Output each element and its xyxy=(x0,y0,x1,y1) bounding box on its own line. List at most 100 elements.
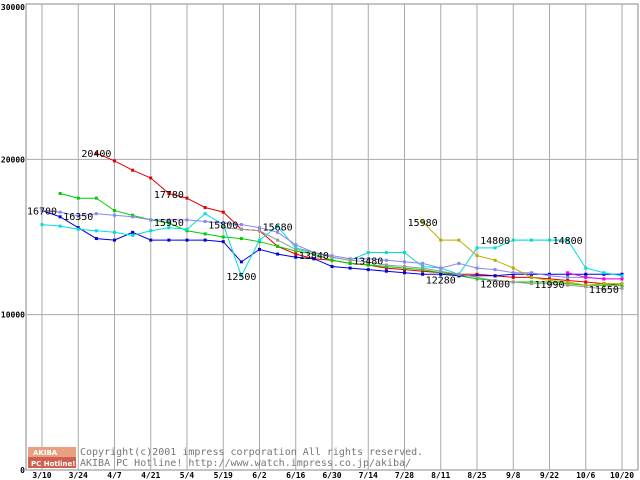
data-point xyxy=(475,266,479,270)
data-point xyxy=(40,223,44,227)
data-point xyxy=(475,277,479,281)
data-label: 16700 xyxy=(27,207,57,218)
data-point xyxy=(239,274,243,278)
data-point xyxy=(113,213,116,217)
data-point xyxy=(421,266,425,270)
data-point xyxy=(348,261,352,265)
data-point xyxy=(149,238,153,242)
data-point xyxy=(384,263,388,267)
data-point xyxy=(366,257,370,261)
data-point xyxy=(529,238,533,242)
data-label: 11650 xyxy=(589,285,619,296)
data-point xyxy=(185,196,189,200)
data-label: 13840 xyxy=(299,251,329,262)
x-tick-label: 4/7 xyxy=(107,471,122,480)
data-point xyxy=(602,287,606,291)
data-point xyxy=(76,226,80,230)
data-point xyxy=(566,283,570,287)
data-point xyxy=(239,227,243,231)
data-point xyxy=(548,272,551,276)
x-tick-label: 6/2 xyxy=(252,471,267,480)
data-point xyxy=(566,280,570,284)
x-tick-label: 7/28 xyxy=(395,471,414,480)
data-point xyxy=(403,260,406,264)
data-label: 15950 xyxy=(154,218,184,229)
data-point xyxy=(620,286,624,290)
data-point xyxy=(294,255,298,259)
data-point xyxy=(493,246,497,250)
data-point xyxy=(511,271,515,275)
data-point xyxy=(529,272,533,276)
data-point xyxy=(384,269,388,273)
data-point xyxy=(620,283,624,287)
x-tick-label: 5/19 xyxy=(214,471,233,480)
data-point xyxy=(566,271,570,275)
data-point xyxy=(149,229,153,233)
data-point xyxy=(348,266,352,270)
series-line-green xyxy=(59,193,622,286)
data-point xyxy=(439,269,443,273)
data-point xyxy=(584,283,588,287)
data-point xyxy=(457,272,461,276)
data-point xyxy=(258,226,261,230)
x-tick-label: 6/16 xyxy=(286,471,305,480)
x-tick-label: 8/25 xyxy=(467,471,486,480)
value-annotations: 20400 17780 16700 16350 15950 15800 15680 12500… xyxy=(27,149,619,296)
data-point xyxy=(113,230,116,234)
logo-bottom-box xyxy=(28,457,76,468)
data-point xyxy=(94,212,98,216)
data-point xyxy=(511,266,515,270)
data-point xyxy=(203,232,207,236)
data-point xyxy=(330,255,334,259)
data-point xyxy=(294,252,298,256)
data-point xyxy=(366,260,370,264)
data-point xyxy=(167,218,171,222)
data-point xyxy=(493,258,497,262)
data-label: 13480 xyxy=(353,257,383,268)
data-point xyxy=(185,218,189,222)
data-point xyxy=(384,266,388,270)
data-point xyxy=(548,277,551,281)
data-point xyxy=(185,229,189,233)
data-point xyxy=(221,223,225,227)
data-point xyxy=(439,272,443,276)
data-label: 16350 xyxy=(63,212,93,223)
data-point xyxy=(457,238,461,242)
data-point xyxy=(131,215,135,219)
series-line-magenta xyxy=(567,272,622,280)
x-tick-label: 9/8 xyxy=(506,471,521,480)
data-point xyxy=(185,238,189,242)
data-point xyxy=(276,244,280,248)
data-point xyxy=(403,265,406,269)
x-tick-label: 8/11 xyxy=(431,471,450,480)
data-point xyxy=(40,209,44,213)
data-point xyxy=(602,282,606,286)
data-point xyxy=(131,213,135,217)
x-tick-label: 10/6 xyxy=(576,471,595,480)
data-point xyxy=(602,277,606,281)
data-point xyxy=(294,243,298,247)
data-point xyxy=(76,214,80,218)
data-point xyxy=(403,268,406,272)
series-lavender xyxy=(40,209,624,281)
data-point xyxy=(276,224,280,228)
y-tick-label: 20000 xyxy=(1,155,25,164)
data-point xyxy=(403,271,406,275)
data-label: 12280 xyxy=(426,275,456,286)
data-point xyxy=(239,260,243,264)
x-tick-label: 10/20 xyxy=(610,471,634,480)
data-point xyxy=(421,269,425,273)
data-point xyxy=(602,271,606,275)
data-label: 20400 xyxy=(81,149,111,160)
data-point xyxy=(566,275,570,279)
data-point xyxy=(113,209,116,213)
data-point xyxy=(475,254,479,258)
data-point xyxy=(493,274,497,278)
data-label: 14800 xyxy=(553,236,583,247)
data-point xyxy=(620,282,624,286)
copyright-text: Copyright(c)2001 impress corporation All… xyxy=(80,447,423,458)
data-point xyxy=(203,238,207,242)
data-point xyxy=(548,274,551,278)
